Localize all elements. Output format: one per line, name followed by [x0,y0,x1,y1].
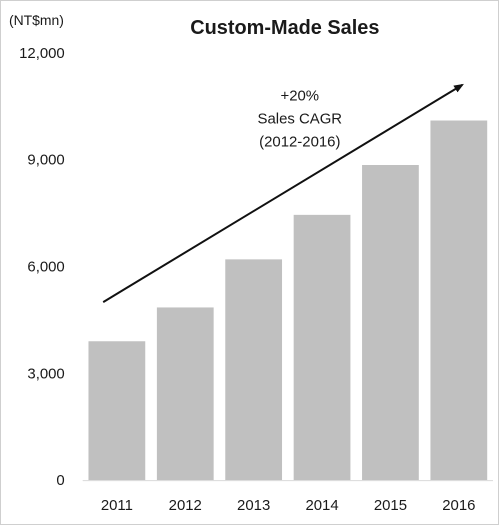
cagr-arrow [102,83,464,303]
bars-group [88,120,488,481]
x-tick-label: 2011 [101,497,133,514]
cagr-line-2: Sales CAGR [258,111,343,128]
bar-2015 [362,165,419,481]
y-tick-label: 12,000 [19,45,65,62]
x-tick-label: 2015 [374,497,407,514]
x-tick-label: 2016 [442,497,475,514]
y-axis-ticks: 0 3,000 6,000 9,000 12,000 [19,45,65,489]
bar-2013 [225,259,283,481]
cagr-annotation: +20% Sales CAGR (2012-2016) [258,88,343,151]
x-axis-labels: 2011 2012 2013 2014 2015 2016 [101,497,476,514]
cagr-line-1: +20% [281,88,320,105]
x-tick-label: 2014 [305,497,338,514]
bar-2012 [156,307,214,481]
unit-label: (NT$mn) [9,12,64,28]
x-tick-label: 2012 [169,497,202,514]
bar-2014 [293,214,351,481]
chart-title: Custom-Made Sales [190,17,379,39]
bar-2011 [88,341,146,481]
y-tick-label: 9,000 [27,152,64,169]
y-tick-label: 3,000 [27,365,64,382]
x-tick-label: 2013 [237,497,270,514]
cagr-line-3: (2012-2016) [259,133,340,150]
y-tick-label: 0 [56,472,64,489]
bar-2016 [430,120,488,481]
y-tick-label: 6,000 [27,258,64,275]
